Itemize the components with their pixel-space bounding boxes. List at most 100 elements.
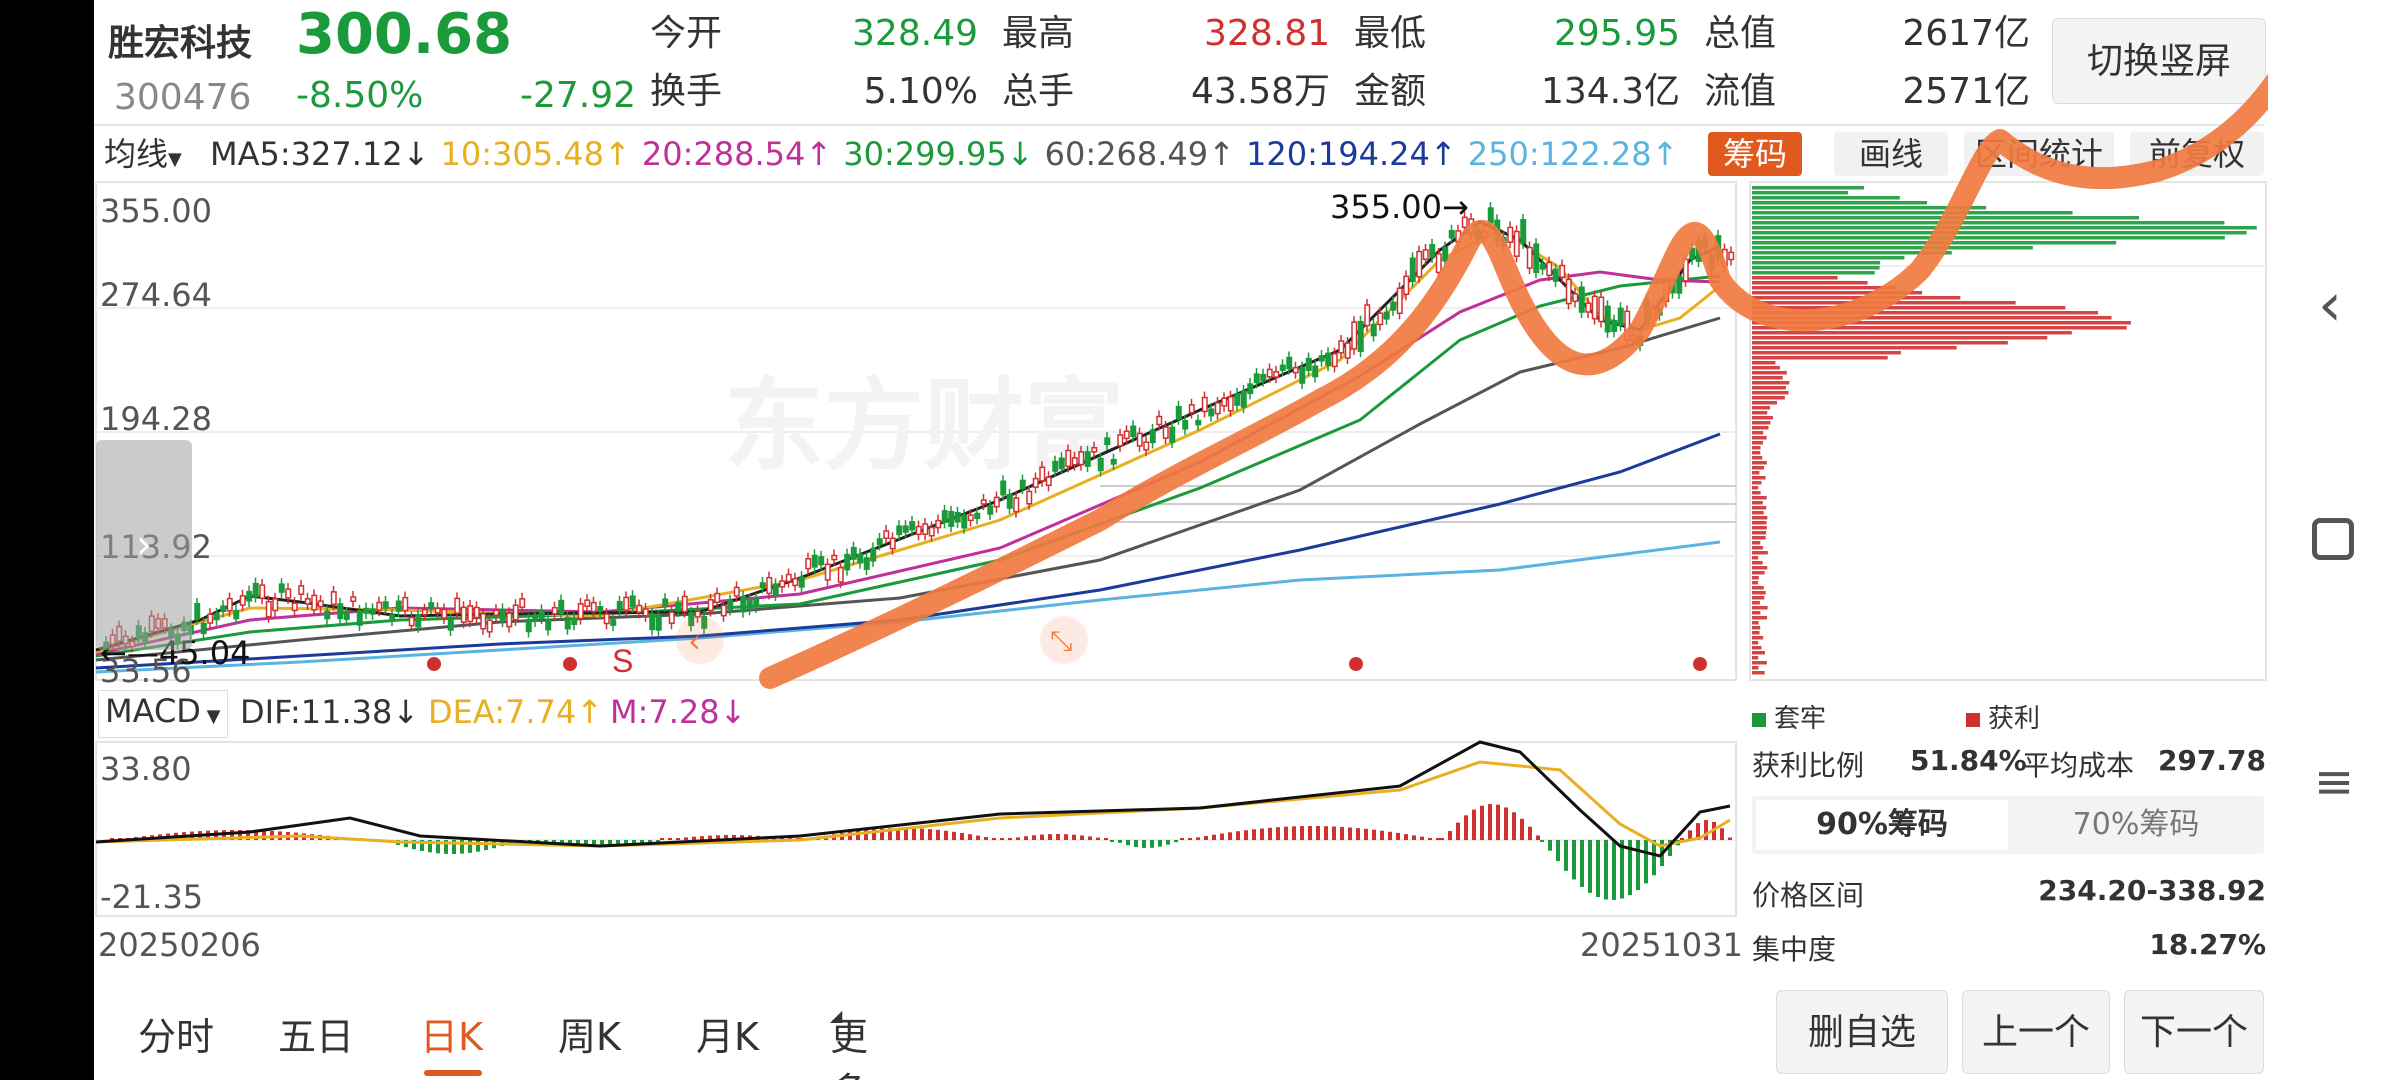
macd-bar [640, 840, 644, 843]
candle-body [538, 609, 545, 619]
candle-body [954, 512, 961, 523]
candle-body [642, 608, 649, 617]
chip-bar [1752, 336, 2048, 340]
candle-body [1728, 251, 1735, 261]
candle-body [616, 601, 623, 612]
candle-body [792, 578, 799, 587]
candle-body [519, 598, 526, 609]
macd-bar [1652, 840, 1656, 876]
candle-body [1604, 305, 1611, 333]
macd-bar [1668, 840, 1672, 856]
candle-body [447, 618, 454, 631]
remove-watchlist-button[interactable]: 删自选 [1776, 990, 1948, 1074]
candle-body [265, 600, 272, 618]
tab-intraday[interactable]: 分时 [138, 1015, 215, 1059]
square-icon[interactable] [2312, 518, 2354, 560]
chip-bar [1752, 556, 1759, 560]
macd-bar [668, 838, 672, 840]
collapse-icon[interactable] [676, 616, 724, 664]
switch-portrait-button[interactable]: 切换竖屏 [2052, 18, 2266, 104]
chip-bar [1752, 251, 1952, 255]
chip-bar [1752, 546, 1764, 550]
chip-bar [1752, 506, 1767, 510]
macd-bar [1396, 832, 1400, 840]
candle-body [1227, 396, 1234, 412]
macd-selector[interactable]: MACD ▼ [98, 690, 228, 738]
chip-bar [1752, 566, 1768, 570]
macd-bar [880, 828, 884, 840]
candle-body [220, 605, 227, 613]
macd-bar [560, 840, 564, 845]
macd-bar [968, 834, 972, 840]
system-navigation-bar: ‹ ≡ [2268, 0, 2400, 1080]
tab-five-day[interactable]: 五日 [278, 1015, 355, 1059]
macd-bar [1620, 840, 1624, 899]
tab-chips[interactable]: 筹码 [1708, 132, 1802, 176]
candle-body [837, 567, 844, 583]
chip-bar [1752, 521, 1767, 525]
macd-bar [1016, 837, 1020, 840]
candle-body [610, 619, 617, 626]
macd-bar [1604, 840, 1608, 900]
tab-70-chips[interactable]: 70%筹码 [2072, 807, 2200, 842]
expand-panel-handle[interactable]: › [96, 440, 192, 650]
chip-bar [1752, 606, 1768, 610]
chip-bar [1752, 381, 1790, 385]
kline-axis-label: 194.28 [100, 400, 212, 438]
macd-bar [1008, 838, 1012, 840]
menu-icon[interactable]: ≡ [2314, 754, 2355, 810]
chip-bar [1752, 391, 1789, 395]
macd-bar [936, 829, 940, 840]
chip-bar [1752, 641, 1759, 645]
candle-body [1279, 364, 1286, 371]
macd-bar [1150, 840, 1154, 848]
macd-bar [1504, 807, 1508, 840]
chip-bar [1752, 576, 1759, 580]
tab-monthly-k[interactable]: 月K [696, 1015, 759, 1059]
tab-weekly-k[interactable]: 周K [558, 1015, 621, 1059]
quote-value-amount: 134.3亿 [1540, 71, 1680, 112]
candle-body [688, 612, 695, 627]
next-stock-button[interactable]: 下一个 [2124, 990, 2264, 1074]
ma-selector[interactable]: 均线▼ [104, 134, 182, 180]
dif-line [95, 740, 1731, 858]
chip-bar [1752, 206, 1987, 210]
candle-body [1156, 415, 1163, 426]
macd-bar [1118, 840, 1122, 843]
quote-value-open: 328.49 [852, 13, 978, 54]
chip-bar [1752, 291, 1923, 295]
macd-bar [1316, 826, 1320, 840]
shrink-icon[interactable] [1040, 616, 1088, 664]
candle-body [811, 554, 818, 568]
macd-bar [1588, 840, 1592, 893]
candle-body [1565, 278, 1572, 305]
tab-daily-k[interactable]: 日K [420, 1015, 483, 1059]
candle-body [1019, 479, 1026, 489]
macd-bar [1126, 840, 1130, 846]
chip-bar [1752, 411, 1768, 415]
macd-axis-top: 33.80 [100, 750, 192, 788]
candle-body [831, 554, 838, 561]
change-amount: -27.92 [520, 75, 637, 116]
candle-body [1520, 219, 1527, 244]
shrink-arrows-icon: ⤡ [1050, 624, 1072, 657]
candle-body [909, 521, 916, 531]
back-icon[interactable]: ‹ [2318, 270, 2342, 340]
candle-body [207, 613, 214, 624]
macd-bar [420, 840, 424, 851]
tab-draw-line[interactable]: 画线 [1834, 132, 1948, 176]
candle-body [1305, 357, 1312, 371]
candle-body [915, 525, 922, 536]
chip-bar [1752, 496, 1767, 500]
macd-bar [1412, 835, 1416, 840]
tab-90-chips[interactable]: 90%筹码 [1756, 800, 2008, 850]
candle-body [571, 617, 578, 626]
chip-bar [1752, 186, 1865, 190]
prev-stock-button[interactable]: 上一个 [1962, 990, 2110, 1074]
macd-bar [732, 835, 736, 840]
chip-bar [1752, 351, 1901, 355]
candle-body [382, 601, 389, 609]
macd-bar [1024, 836, 1028, 840]
chip-frame [1749, 181, 2267, 681]
candle-body [1676, 275, 1683, 294]
